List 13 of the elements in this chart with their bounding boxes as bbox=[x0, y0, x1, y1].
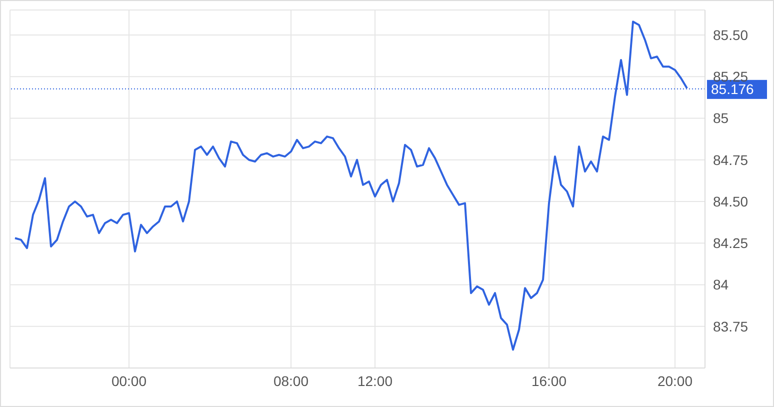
x-tick-label: 20:00 bbox=[657, 372, 693, 389]
y-tick-label: 85.50 bbox=[713, 26, 748, 43]
x-tick-label: 08:00 bbox=[273, 372, 309, 389]
y-tick-label: 83.75 bbox=[713, 318, 748, 334]
y-tick-label: 85 bbox=[713, 110, 729, 126]
x-tick-label: 00:00 bbox=[111, 372, 147, 389]
ref-line-label: 85.176 bbox=[711, 80, 754, 97]
y-tick-label: 84.50 bbox=[713, 193, 748, 210]
x-tick-label: 12:00 bbox=[357, 372, 393, 389]
y-tick-label: 84.25 bbox=[713, 235, 748, 252]
x-tick-label: 16:00 bbox=[531, 372, 567, 389]
y-tick-label: 84.75 bbox=[713, 152, 748, 168]
y-tick-label: 84 bbox=[713, 276, 729, 293]
